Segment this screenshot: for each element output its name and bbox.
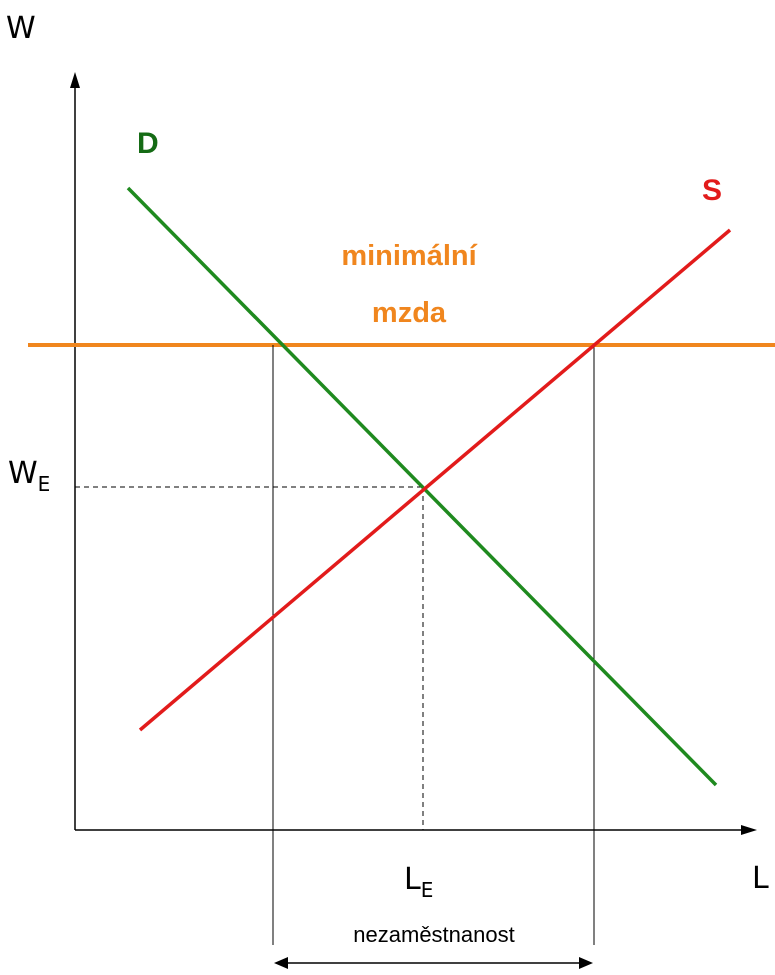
- we-base: W: [8, 456, 38, 491]
- minimum-wage-label-line1: minimální: [341, 240, 477, 272]
- x-axis-label: L: [752, 861, 769, 896]
- le-base: L: [404, 862, 421, 897]
- supply-label: S: [702, 174, 722, 207]
- unemployment-label: nezaměstnanost: [353, 922, 514, 947]
- minimum-wage-label-line2: mzda: [372, 297, 447, 329]
- x-axis-arrow-icon: [741, 825, 757, 835]
- y-axis-arrow-icon: [70, 72, 80, 88]
- demand-label: D: [137, 127, 159, 160]
- supply-curve: [138, 228, 732, 732]
- unemployment-left-arrow-icon: [274, 957, 288, 969]
- demand-curve: [126, 186, 718, 787]
- equilibrium-labor-label: LE: [404, 862, 433, 902]
- we-subscript: E: [38, 472, 51, 496]
- y-axis-label: W: [6, 11, 36, 46]
- equilibrium-wage-label: WE: [8, 456, 50, 496]
- unemployment-right-arrow-icon: [579, 957, 593, 969]
- le-subscript: E: [421, 878, 434, 902]
